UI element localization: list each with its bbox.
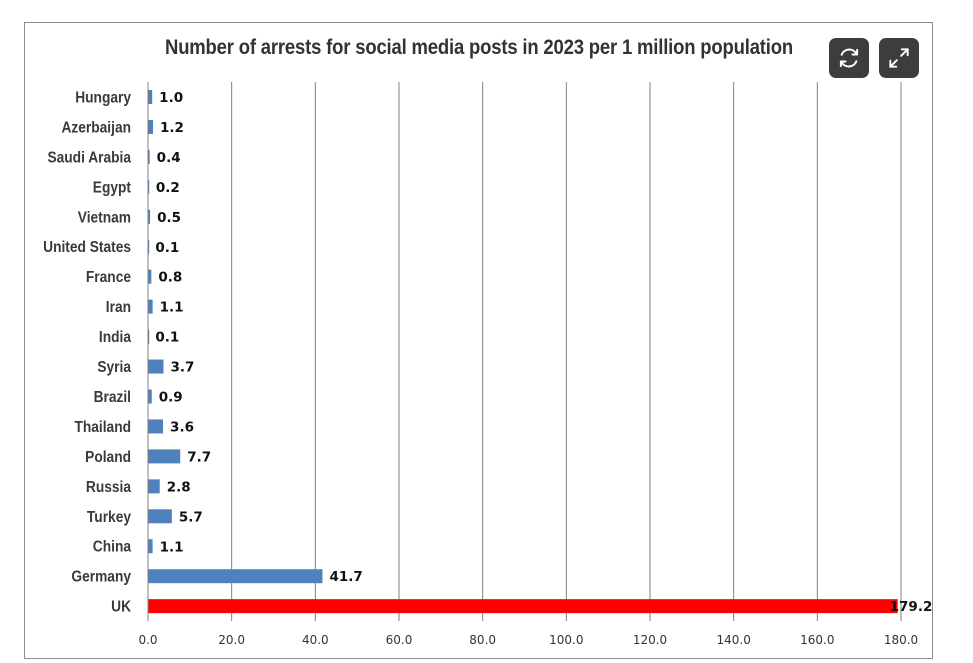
- bar-egypt: [148, 179, 150, 194]
- x-tick-label: 180.0: [884, 633, 918, 647]
- x-tick-label: 100.0: [549, 633, 583, 647]
- bar-germany: [148, 569, 323, 584]
- category-label: Brazil: [94, 388, 131, 406]
- category-label: United States: [43, 238, 131, 256]
- category-label: Syria: [97, 358, 131, 376]
- x-tick-label: 80.0: [469, 633, 496, 647]
- category-label: Russia: [86, 478, 132, 496]
- category-label: China: [93, 538, 132, 556]
- value-label: 179.2: [890, 599, 933, 615]
- value-label: 3.6: [170, 419, 194, 435]
- value-label: 5.7: [179, 509, 203, 525]
- bar-united-states: [148, 239, 150, 254]
- bar-iran: [148, 299, 153, 314]
- value-label: 3.7: [170, 360, 194, 376]
- value-label: 0.2: [156, 180, 180, 196]
- bar-syria: [148, 359, 164, 374]
- value-label: 0.1: [155, 240, 179, 256]
- bar-turkey: [148, 509, 172, 524]
- value-label: 0.8: [158, 270, 182, 286]
- category-label: Germany: [71, 568, 131, 586]
- value-labels: 1.0 1.2 0.4 0.2 0.5 0.1 0.8 1.1 0.1 3.7 0.9 3.6 7.7 2…: [155, 90, 932, 615]
- value-label: 0.4: [157, 150, 181, 166]
- bar-hungary: [148, 90, 153, 104]
- bar-azerbaijan: [148, 119, 154, 134]
- value-label: 1.0: [159, 90, 183, 106]
- value-label: 1.1: [160, 300, 184, 316]
- category-label: Turkey: [87, 508, 132, 526]
- bar-china: [148, 539, 153, 554]
- value-label: 0.5: [157, 210, 181, 226]
- category-label: Poland: [85, 448, 131, 466]
- bar-thailand: [148, 419, 164, 434]
- category-label: Thailand: [74, 418, 131, 436]
- category-label: UK: [111, 598, 131, 616]
- category-label: France: [86, 268, 131, 286]
- x-tick-label: 60.0: [386, 633, 413, 647]
- bar-india: [148, 329, 150, 344]
- bar-poland: [148, 449, 181, 464]
- expand-icon: [889, 48, 909, 68]
- refresh-button[interactable]: [829, 38, 869, 78]
- category-label: Vietnam: [78, 208, 131, 226]
- x-tick-label: 0.0: [138, 633, 157, 647]
- x-axis-ticks: 0.0 20.0 40.0 60.0 80.0 100.0 120.0 140.0 160.0 1…: [138, 633, 918, 647]
- category-label: Saudi Arabia: [47, 148, 131, 166]
- x-tick-label: 120.0: [633, 633, 667, 647]
- category-label: Hungary: [75, 89, 131, 107]
- bar-brazil: [148, 389, 152, 404]
- value-label: 1.1: [160, 539, 184, 555]
- bar-vietnam: [148, 209, 151, 224]
- chart-frame: [24, 22, 933, 659]
- bar-russia: [148, 479, 160, 494]
- value-label: 41.7: [329, 569, 362, 585]
- chart-title: Number of arrests for social media posts…: [165, 36, 793, 59]
- category-labels: Hungary Azerbaijan Saudi Arabia Egypt Vietna…: [43, 89, 131, 616]
- bar-uk: [148, 599, 898, 614]
- bar-saudi-arabia: [148, 149, 150, 164]
- bar-france: [148, 269, 152, 284]
- category-label: India: [99, 328, 132, 346]
- category-label: Iran: [106, 298, 131, 316]
- refresh-icon: [839, 48, 859, 68]
- value-label: 7.7: [187, 449, 211, 465]
- expand-button[interactable]: [879, 38, 919, 78]
- value-label: 0.1: [155, 330, 179, 346]
- x-tick-label: 140.0: [716, 633, 750, 647]
- category-label: Azerbaijan: [61, 119, 131, 137]
- value-label: 2.8: [167, 479, 191, 495]
- grid-lines: [231, 82, 902, 621]
- bars: [148, 90, 898, 614]
- value-label: 0.9: [159, 390, 183, 406]
- x-tick-label: 40.0: [302, 633, 329, 647]
- category-label: Egypt: [93, 178, 131, 196]
- x-tick-label: 160.0: [800, 633, 834, 647]
- x-tick-label: 20.0: [218, 633, 245, 647]
- value-label: 1.2: [160, 120, 184, 136]
